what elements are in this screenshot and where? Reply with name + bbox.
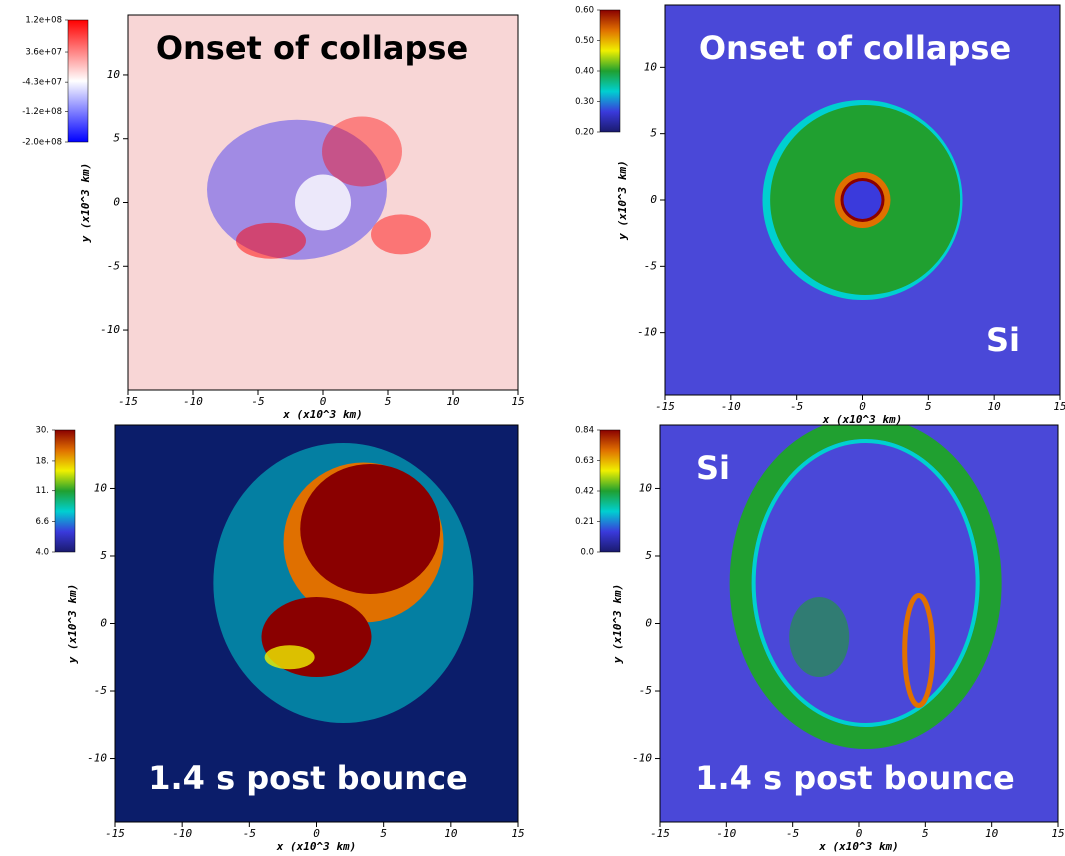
colorbar-tick-label: 4.0 <box>35 548 49 558</box>
x-tick-label: -5 <box>243 827 256 840</box>
colorbar-tick-label: 0.0 <box>580 548 594 558</box>
colorbar <box>600 10 620 132</box>
x-tick-label: -15 <box>105 827 125 840</box>
y-tick-label: 0 <box>645 617 652 630</box>
x-tick-label: 15 <box>511 395 524 408</box>
y-tick-label: -10 <box>637 326 657 339</box>
x-tick-label: 0 <box>856 827 863 840</box>
y-tick-label: 5 <box>645 549 652 562</box>
colorbar-tick-label: -2.0e+08 <box>22 138 62 148</box>
x-tick-label: 10 <box>444 827 458 840</box>
x-tick-label: -10 <box>716 827 736 840</box>
y-tick-label: 5 <box>113 132 120 145</box>
colorbar-tick-label: 0.50 <box>575 36 594 46</box>
y-axis-label: y (x10^3 km) <box>611 584 624 664</box>
annotation: Onset of collapse <box>699 29 1011 67</box>
x-tick-label: 0 <box>313 827 320 840</box>
y-tick-label: -5 <box>644 259 657 272</box>
field-blob <box>236 223 306 259</box>
x-tick-label: 5 <box>925 400 932 413</box>
field-blob <box>265 645 315 669</box>
x-axis-label: x (x10^3 km) <box>822 413 902 426</box>
y-tick-label: 10 <box>644 60 658 73</box>
y-axis-label: y (x10^3 km) <box>616 160 629 240</box>
x-axis-label: x (x10^3 km) <box>276 840 356 852</box>
field-blob <box>322 116 402 186</box>
plot-area <box>128 15 518 390</box>
colorbar-tick-label: 0.42 <box>575 487 594 497</box>
colorbar-tick-label: 0.40 <box>575 67 594 77</box>
x-tick-label: 15 <box>1051 827 1064 840</box>
field-blob <box>300 464 440 594</box>
y-tick-label: 5 <box>650 127 657 140</box>
y-tick-label: 10 <box>94 481 108 494</box>
colorbar <box>68 20 88 142</box>
x-tick-label: -15 <box>118 395 138 408</box>
colorbar-tick-label: 30. <box>35 426 49 436</box>
y-tick-label: 0 <box>100 617 107 630</box>
x-tick-label: -5 <box>786 827 799 840</box>
colorbar-tick-label: 3.6e+07 <box>25 48 62 58</box>
y-tick-label: -5 <box>94 684 107 697</box>
y-tick-label: -10 <box>100 323 120 336</box>
colorbar-tick-label: 0.63 <box>575 456 594 466</box>
x-tick-label: 5 <box>922 827 929 840</box>
x-tick-label: -15 <box>650 827 670 840</box>
x-tick-label: 10 <box>988 400 1002 413</box>
colorbar-tick-label: 0.60 <box>575 6 594 16</box>
field-blob <box>295 175 351 231</box>
y-tick-label: 5 <box>100 549 107 562</box>
x-tick-label: 15 <box>511 827 524 840</box>
x-axis-label: x (x10^3 km) <box>282 408 362 421</box>
y-tick-label: 10 <box>639 481 653 494</box>
x-tick-label: -5 <box>790 400 803 413</box>
x-tick-label: 5 <box>380 827 387 840</box>
y-tick-label: 0 <box>650 193 657 206</box>
x-tick-label: -15 <box>655 400 675 413</box>
field-blob <box>371 214 431 254</box>
y-tick-label: -10 <box>87 752 107 765</box>
colorbar <box>600 430 620 552</box>
annotation: Si <box>986 321 1020 359</box>
x-tick-label: -10 <box>183 395 203 408</box>
colorbar-tick-label: 0.84 <box>575 426 594 436</box>
field-blob <box>844 181 882 219</box>
x-tick-label: 15 <box>1053 400 1065 413</box>
annotation: Onset of collapse <box>156 29 468 67</box>
x-tick-label: 0 <box>859 400 866 413</box>
y-tick-label: 10 <box>107 68 121 81</box>
x-tick-label: 10 <box>446 395 460 408</box>
y-axis-label: y (x10^3 km) <box>79 163 92 243</box>
y-tick-label: 0 <box>113 196 120 209</box>
x-tick-label: -10 <box>721 400 741 413</box>
colorbar-tick-label: 11. <box>35 486 49 496</box>
x-tick-label: 0 <box>320 395 327 408</box>
colorbar-tick-label: 6.6 <box>35 517 49 527</box>
x-tick-label: -5 <box>251 395 264 408</box>
y-tick-label: -5 <box>107 259 120 272</box>
colorbar-tick-label: 18. <box>35 456 49 466</box>
colorbar <box>55 430 75 552</box>
y-axis-label: y (x10^3 km) <box>66 584 79 664</box>
colorbar-tick-label: -1.2e+08 <box>22 107 62 117</box>
x-axis-label: x (x10^3 km) <box>818 840 898 852</box>
colorbar-tick-label: -4.3e+07 <box>22 78 62 88</box>
colorbar-tick-label: 0.21 <box>575 517 594 527</box>
annotation: 1.4 s post bounce <box>148 759 468 797</box>
annotation: 1.4 s post bounce <box>695 759 1015 797</box>
colorbar-tick-label: 0.30 <box>575 97 594 107</box>
x-tick-label: -10 <box>172 827 192 840</box>
x-tick-label: 10 <box>985 827 999 840</box>
field-blob <box>789 597 849 677</box>
y-tick-label: -10 <box>632 752 652 765</box>
colorbar-tick-label: 0.20 <box>575 128 594 138</box>
figure: -15 -10 -5 0 5 10 15 -10 -5 0 5 10 x (x10^3 km) y (x1… <box>0 0 1065 852</box>
y-tick-label: -5 <box>639 684 652 697</box>
x-tick-label: 5 <box>385 395 392 408</box>
colorbar-tick-label: 1.2e+08 <box>25 16 62 26</box>
annotation: Si <box>696 449 730 487</box>
